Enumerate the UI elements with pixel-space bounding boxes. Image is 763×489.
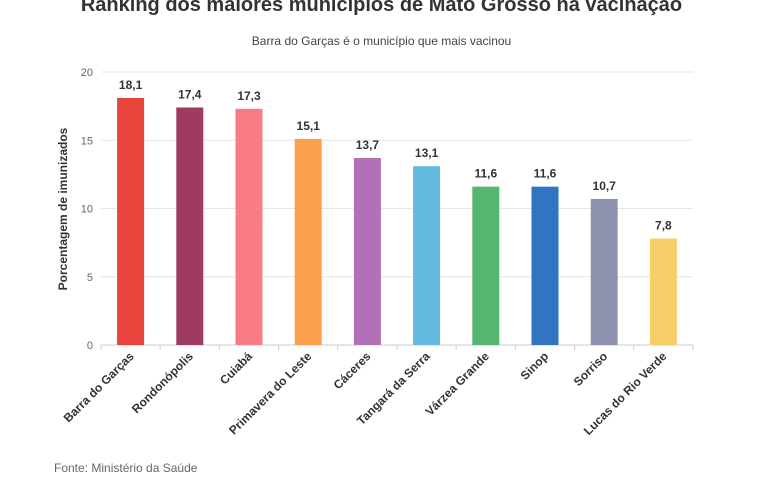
data-label: 13,7 (356, 138, 380, 152)
bar (117, 97, 145, 345)
data-label: 7,8 (655, 219, 672, 233)
bar (649, 238, 677, 345)
data-label: 18,1 (119, 78, 143, 92)
y-tick-label: 0 (87, 340, 93, 352)
bar (235, 108, 263, 345)
data-label: 11,6 (534, 167, 557, 181)
chart-title: Ranking dos maiores municípios de Mato G… (80, 0, 683, 16)
bar (413, 166, 441, 345)
x-tick-label: Cuiabá (217, 349, 255, 387)
bars (117, 97, 677, 346)
x-tick-label: Barra do Garças (61, 349, 137, 425)
x-tick-label: Sinop (518, 349, 551, 382)
bar (531, 186, 559, 345)
x-tick-label: Sorriso (571, 349, 611, 389)
bar (176, 107, 204, 346)
data-labels: 18,1 17,4 17,3 15,1 13,7 13,1 11,6 11,6 10,7 7,8 (119, 78, 672, 233)
y-tick-label: 10 (81, 204, 93, 216)
data-label: 17,4 (178, 87, 202, 101)
data-label: 11,6 (474, 167, 497, 181)
x-tick-label: Várzea Grande (423, 349, 493, 419)
y-tick-label: 20 (81, 67, 93, 79)
source-note: Fonte: Ministério da Saúde (54, 461, 198, 475)
data-label: 13,1 (415, 146, 439, 160)
y-tick-label: 15 (81, 135, 93, 147)
y-tick-label: 5 (87, 272, 93, 284)
bar (472, 186, 500, 345)
data-label: 10,7 (593, 179, 617, 193)
x-tick-label: Cáceres (331, 349, 374, 392)
data-label: 15,1 (297, 119, 321, 133)
bar (590, 198, 618, 345)
bar (294, 138, 322, 345)
y-axis: 0 5 10 15 20 (81, 67, 93, 352)
chart-subtitle: Barra do Garças é o município que mais v… (251, 34, 512, 48)
data-label: 17,3 (237, 89, 261, 103)
x-tick-label: Rondonópolis (129, 349, 196, 416)
bar (353, 157, 381, 345)
y-axis-label: Porcentagem de imunizados (56, 127, 70, 290)
